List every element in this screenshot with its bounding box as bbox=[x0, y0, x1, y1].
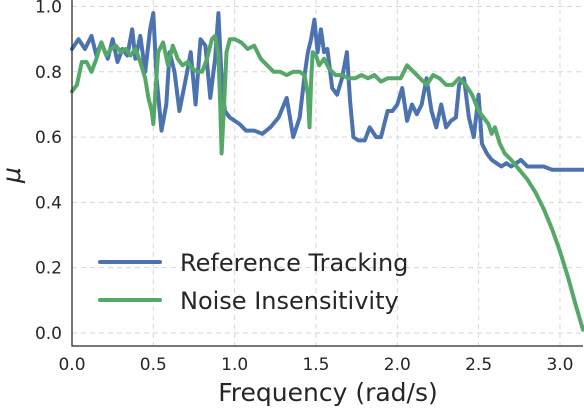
x-tick-label: 2.5 bbox=[465, 355, 492, 375]
x-tick-label: 1.5 bbox=[302, 355, 329, 375]
x-axis-label: Frequency (rad/s) bbox=[218, 378, 438, 407]
legend: Reference Tracking Noise Insensitivity bbox=[98, 249, 408, 315]
y-tick-label: 0.4 bbox=[35, 193, 62, 213]
y-axis-label: μ bbox=[0, 167, 26, 184]
x-tick-label: 0.5 bbox=[140, 355, 167, 375]
series-line-1 bbox=[70, 11, 584, 172]
y-tick-label: 0.2 bbox=[35, 259, 62, 279]
plot-frame bbox=[71, 0, 583, 347]
y-tick-label: 0.6 bbox=[35, 128, 62, 148]
x-tick-label: 1.0 bbox=[221, 355, 248, 375]
y-tick-labels: 0.0 0.2 0.4 0.6 0.8 1.0 bbox=[35, 0, 62, 344]
axes bbox=[71, 0, 583, 347]
x-tick-label: 0.0 bbox=[58, 355, 85, 375]
series-line-2 bbox=[70, 33, 584, 332]
series-lines bbox=[70, 11, 584, 332]
y-tick-label: 0.8 bbox=[35, 63, 62, 83]
x-tick-labels: 0.0 0.5 1.0 1.5 2.0 2.5 3.0 bbox=[58, 355, 573, 375]
legend-label-2: Noise Insensitivity bbox=[180, 287, 399, 315]
x-tick-label: 2.0 bbox=[384, 355, 411, 375]
y-tick-label: 1.0 bbox=[35, 0, 62, 18]
y-tick-label: 0.0 bbox=[35, 324, 62, 344]
legend-label-1: Reference Tracking bbox=[180, 249, 408, 277]
x-tick-label: 3.0 bbox=[546, 355, 573, 375]
